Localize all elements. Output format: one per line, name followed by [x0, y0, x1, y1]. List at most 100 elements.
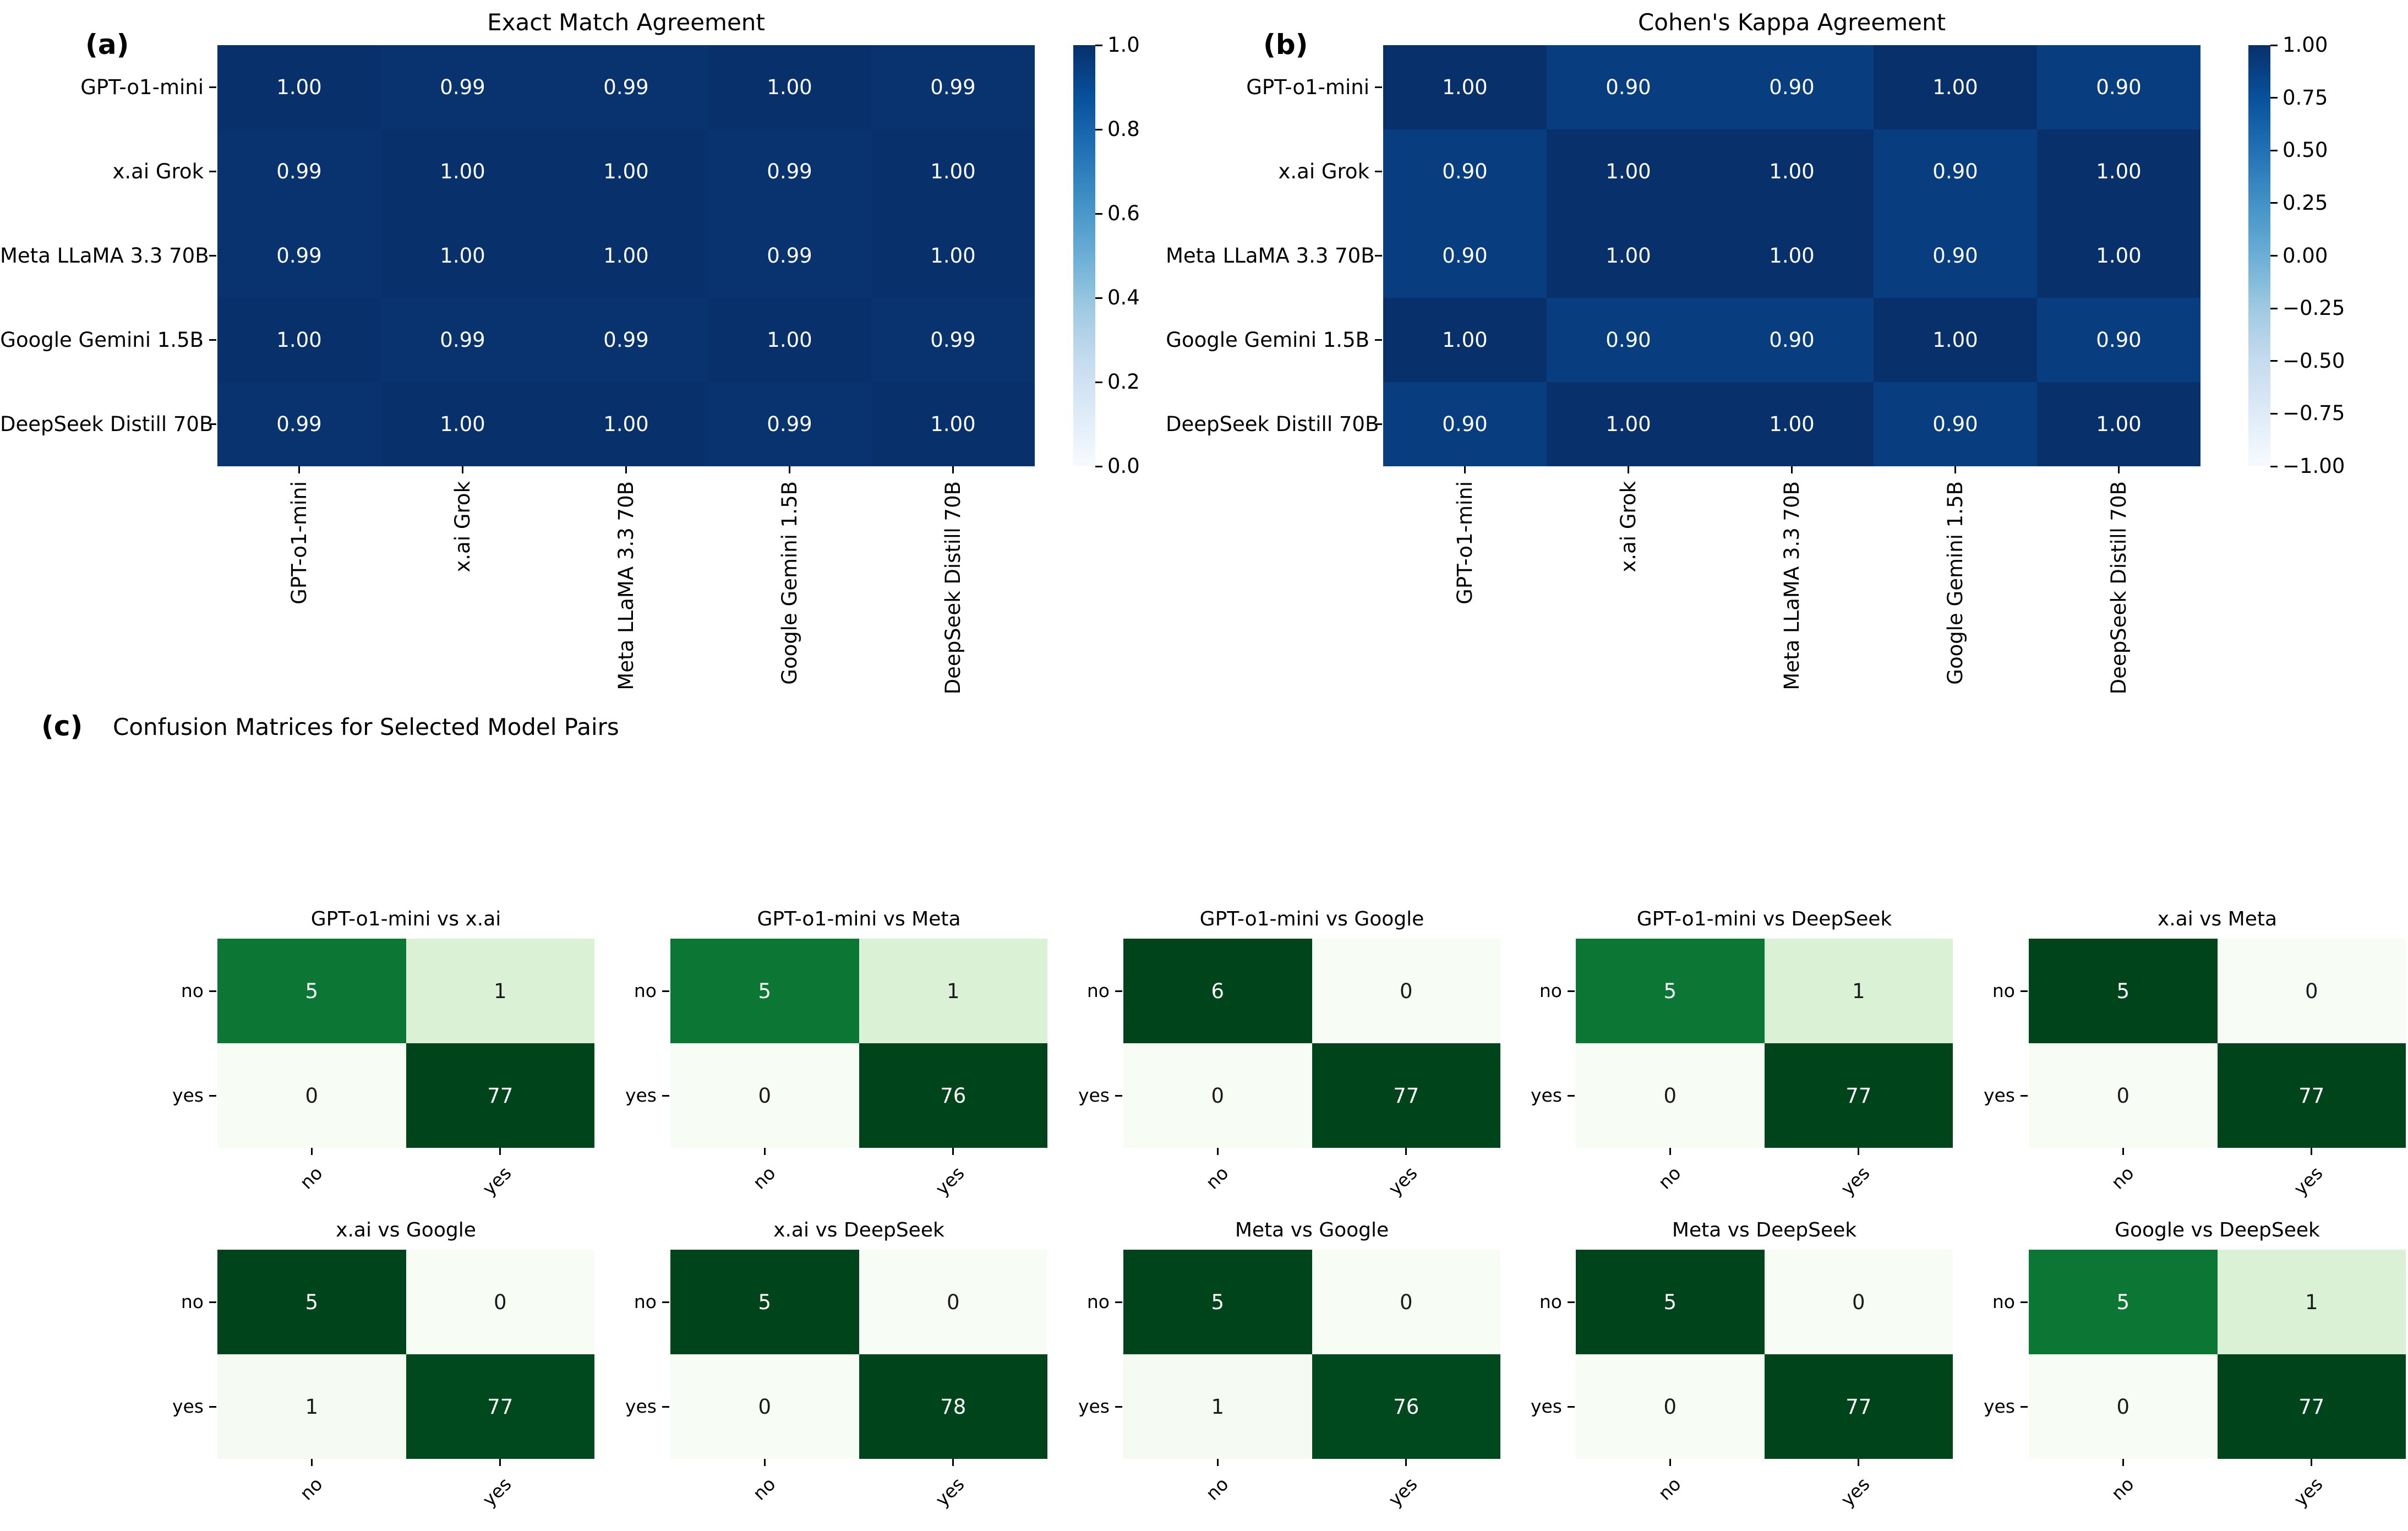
- confusion-xtick-label: yes: [1384, 1162, 1422, 1200]
- cohens-kappa-cell: 1.00: [1547, 214, 1710, 298]
- exact-match-ytick-label: Google Gemini 1.5B: [0, 328, 204, 352]
- cohens-kappa-colorbar-tick: [2270, 465, 2278, 467]
- confusion-xtick-label: no: [1202, 1473, 1233, 1505]
- confusion-matrix-title: GPT-o1-mini vs DeepSeek: [1636, 908, 1892, 930]
- exact-match-cell: 0.99: [871, 298, 1035, 382]
- exact-match-xtick-label: Google Gemini 1.5B: [777, 481, 801, 685]
- confusion-ytick-label: no: [634, 1291, 657, 1312]
- exact-match-cell-value: 0.99: [930, 328, 976, 352]
- confusion-matrix-title: GPT-o1-mini vs x.ai: [310, 908, 501, 930]
- confusion-cell: 77: [1764, 1354, 1953, 1459]
- confusion-cell: 0: [406, 1250, 594, 1354]
- confusion-matrix-title: Google vs DeepSeek: [2115, 1219, 2320, 1241]
- confusion-matrix: 5 1 0 76: [670, 939, 1047, 1148]
- exact-match-colorbar-tick: [1095, 465, 1102, 467]
- exact-match-colorbar-tick-label: 0.2: [1107, 370, 1140, 394]
- confusion-cell-value: 0: [2116, 1394, 2130, 1419]
- confusion-matrix-title: GPT-o1-mini vs Google: [1199, 908, 1424, 930]
- confusion-xtick: [2122, 1148, 2124, 1155]
- cohens-kappa-xtick-label: GPT-o1-mini: [1453, 481, 1477, 604]
- confusion-cell-value: 0: [1663, 1394, 1677, 1419]
- exact-match-cell: 1.00: [217, 298, 381, 382]
- exact-match-colorbar-tick: [1095, 297, 1102, 299]
- confusion-xtick: [763, 1459, 766, 1466]
- exact-match-cell: 1.00: [381, 382, 544, 466]
- confusion-ytick-label: yes: [172, 1085, 204, 1106]
- confusion-xtick: [1669, 1148, 1671, 1155]
- confusion-cell-value: 77: [1393, 1083, 1419, 1108]
- exact-match-cell-value: 1.00: [767, 75, 812, 99]
- confusion-xtick: [2122, 1459, 2124, 1466]
- confusion-xtick: [2311, 1459, 2313, 1466]
- confusion-ytick: [1115, 1301, 1122, 1303]
- cohens-kappa-ytick: [1375, 423, 1382, 425]
- cohens-kappa-colorbar-tick: [2270, 202, 2278, 204]
- cohens-kappa-cell-value: 1.00: [1606, 244, 1651, 268]
- exact-match-colorbar-tick: [1095, 44, 1102, 46]
- cohens-kappa-colorbar-tick-label: −0.50: [2283, 348, 2345, 373]
- confusion-matrix: 5 1 0 77: [2029, 1250, 2406, 1459]
- confusion-cell-value: 5: [758, 1290, 772, 1314]
- cohens-kappa-xtick: [1791, 466, 1793, 473]
- confusion-ytick-label: no: [181, 1291, 204, 1312]
- cohens-kappa-heatmap: 1.00 0.90 0.90 1.00 0.90 0.90 1.00 1.00 0.90 1.00…: [1383, 45, 2200, 466]
- cohens-kappa-cell-value: 0.90: [1932, 160, 1978, 183]
- confusion-ytick-label: yes: [625, 1085, 657, 1106]
- confusion-xtick-label: no: [2107, 1162, 2138, 1194]
- confusion-ytick-label: no: [634, 980, 657, 1001]
- cohens-kappa-cell: 0.90: [1383, 214, 1547, 298]
- confusion-ytick: [662, 990, 669, 992]
- cohens-kappa-colorbar-tick-label: 1.00: [2283, 33, 2328, 57]
- cohens-kappa-colorbar-gradient: [2248, 45, 2270, 466]
- confusion-cell: 0: [670, 1043, 859, 1148]
- cohens-kappa-cell: 1.00: [1547, 129, 1710, 214]
- confusion-cell-value: 5: [1663, 1290, 1677, 1314]
- confusion-xtick: [952, 1459, 954, 1466]
- confusion-matrix-title: x.ai vs Google: [336, 1219, 476, 1241]
- confusion-ytick: [209, 1094, 216, 1097]
- exact-match-colorbar-tick-label: 0.0: [1107, 454, 1140, 478]
- cohens-kappa-cell-value: 0.90: [1932, 244, 1978, 268]
- cohens-kappa-cell: 1.00: [1874, 298, 2037, 382]
- cohens-kappa-cell-value: 1.00: [1442, 75, 1488, 99]
- exact-match-cell: 1.00: [217, 45, 381, 129]
- confusion-ytick: [2021, 1094, 2028, 1097]
- confusion-xtick-label: no: [1654, 1473, 1685, 1505]
- confusion-xtick: [2311, 1148, 2313, 1155]
- confusion-ytick: [1568, 1405, 1575, 1408]
- cohens-kappa-ytick-label: Google Gemini 1.5B: [1166, 328, 1369, 352]
- confusion-ytick: [662, 1405, 669, 1408]
- cohens-kappa-xtick-label: Google Gemini 1.5B: [1943, 481, 1967, 685]
- exact-match-cell: 1.00: [871, 382, 1035, 466]
- cohens-kappa-colorbar-tick-label: 0.00: [2283, 243, 2328, 268]
- exact-match-cell: 1.00: [544, 382, 708, 466]
- exact-match-colorbar-tick: [1095, 128, 1102, 130]
- confusion-cell: 0: [1123, 1043, 1312, 1148]
- cohens-kappa-cell-value: 1.00: [1932, 75, 1978, 99]
- confusion-xtick-label: no: [749, 1162, 780, 1194]
- confusion-xtick: [1405, 1459, 1407, 1466]
- confusion-ytick: [2021, 1405, 2028, 1408]
- confusion-cell-value: 6: [1211, 979, 1225, 1003]
- confusion-ytick: [209, 1301, 216, 1303]
- cohens-kappa-cell: 1.00: [2037, 129, 2200, 214]
- cohens-kappa-cell: 0.90: [1383, 129, 1547, 214]
- cohens-kappa-cell: 0.90: [1547, 298, 1710, 382]
- confusion-ytick: [1568, 1301, 1575, 1303]
- cohens-kappa-cell: 1.00: [1547, 382, 1710, 466]
- confusion-xtick-label: no: [1654, 1162, 1685, 1194]
- confusion-matrix-title: x.ai vs Meta: [2157, 908, 2278, 930]
- cohens-kappa-ytick: [1375, 339, 1382, 341]
- confusion-cell: 5: [217, 939, 406, 1043]
- cohens-kappa-cell: 1.00: [1874, 45, 2037, 129]
- confusion-cell: 76: [1312, 1354, 1500, 1459]
- confusion-cell: 0: [217, 1043, 406, 1148]
- confusion-cell-value: 1: [305, 1394, 319, 1419]
- cohens-kappa-cell-value: 0.90: [2096, 75, 2142, 99]
- exact-match-ytick: [209, 339, 216, 341]
- confusion-cell-value: 5: [758, 979, 772, 1003]
- confusion-cell: 0: [859, 1250, 1047, 1354]
- cohens-kappa-cell-value: 1.00: [1769, 244, 1815, 268]
- confusion-cell: 0: [1764, 1250, 1953, 1354]
- confusion-ytick-label: no: [1992, 1291, 2015, 1312]
